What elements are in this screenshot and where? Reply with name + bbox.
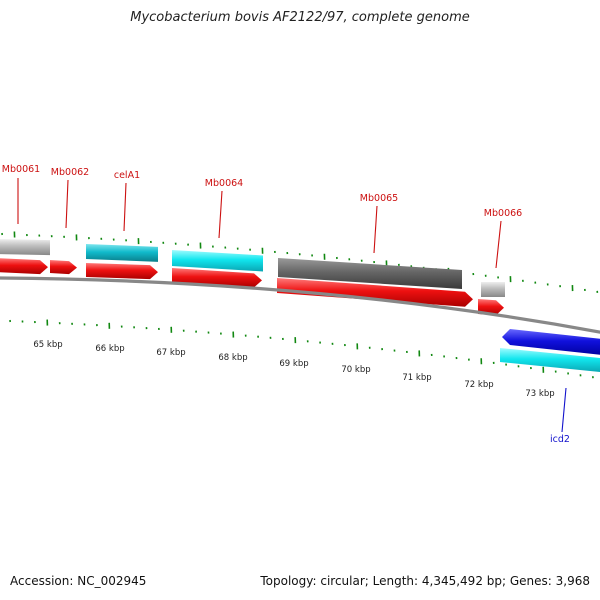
gene-label-mb0066: Mb0066 [484, 208, 522, 219]
gene-label-mb0062: Mb0062 [51, 167, 89, 178]
gene-label-leader [561, 387, 567, 433]
cds-arrow-mb0065 [277, 278, 473, 307]
figure-title: Mycobacterium bovis AF2122/97, complete … [130, 10, 470, 25]
kbp-label: 70 kbp [341, 365, 370, 375]
gene-label-leader [123, 182, 127, 232]
kbp-label: 68 kbp [218, 353, 247, 363]
tick-row-lower [9, 319, 594, 379]
gene-label-mb0065: Mb0065 [360, 193, 398, 204]
feature-gray-box [481, 282, 505, 297]
kbp-scale-labels: 65 kbp 66 kbp 67 kbp 68 kbp 69 kbp 70 kbp 71 k… [33, 340, 554, 399]
gene-label-mb0064: Mb0064 [205, 178, 243, 189]
cds-arrow-mb0066 [478, 299, 504, 316]
gene-labels: Mb0061 Mb0062 celA1 Mb0064 Mb0065 Mb0066 icd2 [2, 164, 570, 445]
kbp-label: 71 kbp [402, 373, 431, 383]
gene-label-leader [373, 205, 378, 254]
gene-label-leader [218, 190, 223, 239]
feature-teal-box [86, 244, 158, 262]
cds-arrow-mb0061 [0, 258, 48, 275]
kbp-label: 73 kbp [525, 389, 554, 399]
accession-text: Accession: NC_002945 [10, 574, 147, 588]
gene-label-leader [495, 220, 502, 269]
gene-features [0, 239, 600, 372]
cds-arrow-mb0064 [172, 268, 262, 288]
gene-label-mb0061: Mb0061 [2, 164, 40, 175]
gene-label-cela1: celA1 [114, 170, 140, 181]
gene-label-leader [65, 179, 69, 229]
cds-arrow-icd2 [502, 329, 600, 355]
gene-label-icd2: icd2 [550, 434, 570, 445]
kbp-label: 66 kbp [95, 344, 124, 354]
feature-cyan-box [172, 250, 263, 272]
kbp-label: 67 kbp [156, 348, 185, 358]
cds-arrow-cela1 [86, 263, 158, 280]
genome-backbone [0, 276, 600, 334]
kbp-label: 72 kbp [464, 380, 493, 390]
kbp-label: 69 kbp [279, 359, 308, 369]
feature-cyan-box [500, 348, 600, 372]
cds-arrow-mb0062 [50, 260, 77, 275]
feature-dark-box [278, 258, 462, 289]
genome-summary-text: Topology: circular; Length: 4,345,492 bp… [260, 574, 590, 588]
kbp-label: 65 kbp [33, 340, 62, 350]
feature-gray-box [0, 239, 50, 256]
